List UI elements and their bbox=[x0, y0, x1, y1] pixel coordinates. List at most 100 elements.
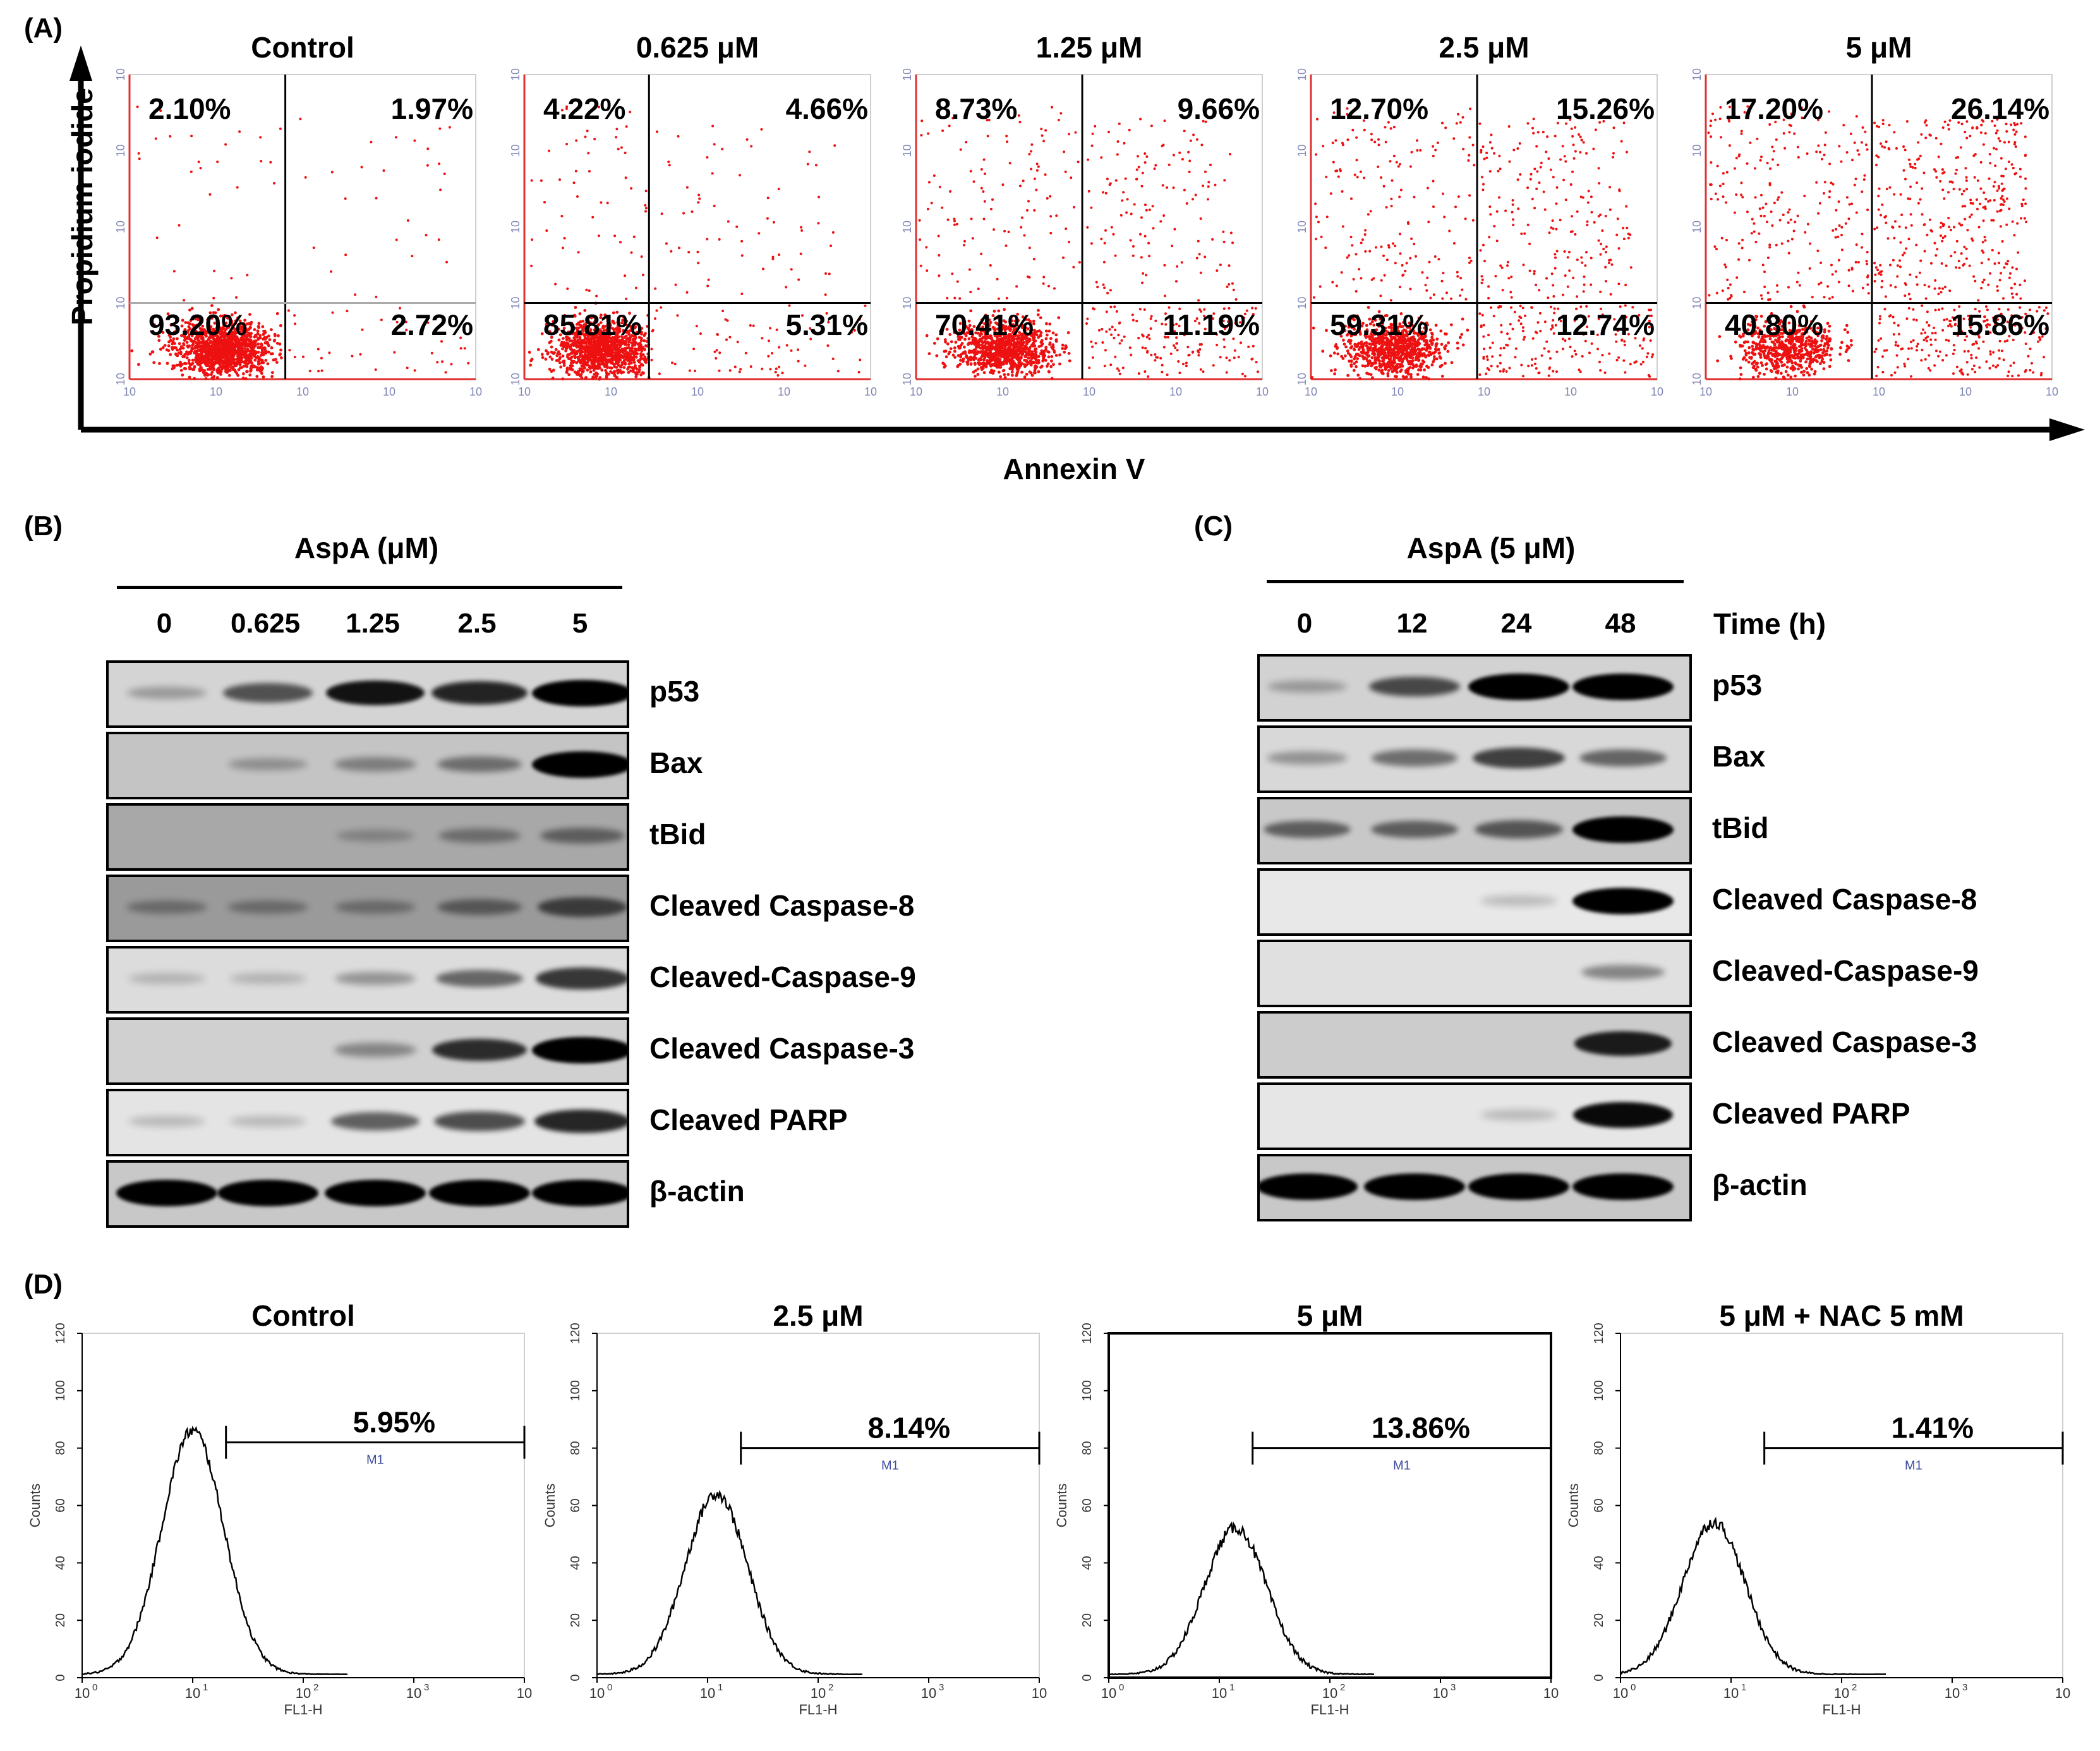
protein-label: p53 bbox=[1712, 668, 1763, 701]
panel-c-letter: (C) bbox=[1194, 511, 1233, 542]
blot-strip bbox=[1257, 1082, 1692, 1150]
histogram-title: 2.5 μM bbox=[773, 1299, 864, 1332]
flow-y-tick: 10 bbox=[114, 296, 127, 309]
flow-plot-title: 0.625 μM bbox=[636, 31, 759, 64]
protein-label: Cleaved-Caspase-9 bbox=[1712, 954, 1979, 987]
quadrant-percent-lr: 5.31% bbox=[786, 308, 868, 341]
histogram-x-tick-exp: 3 bbox=[1451, 1682, 1456, 1693]
histogram-x-tick: 10 bbox=[1101, 1685, 1116, 1701]
lane-label: 12 bbox=[1396, 608, 1428, 639]
flow-x-tick: 10 bbox=[1391, 385, 1404, 398]
blot-strip bbox=[106, 1089, 629, 1156]
histogram-x-tick-exp: 3 bbox=[424, 1682, 429, 1693]
histogram-y-label: Counts bbox=[1566, 1484, 1581, 1528]
protein-band bbox=[532, 1179, 627, 1206]
flow-y-tick: 10 bbox=[1691, 68, 1703, 81]
flow-y-tick: 10 bbox=[1691, 144, 1703, 157]
protein-label: Bax bbox=[1712, 739, 1766, 773]
quadrant-percent-ur: 15.26% bbox=[1556, 92, 1655, 125]
blot-strip bbox=[1257, 797, 1692, 864]
histogram-y-tick: 100 bbox=[569, 1380, 582, 1401]
protein-label: Cleaved Caspase-3 bbox=[1712, 1025, 1977, 1058]
protein-band bbox=[432, 1038, 527, 1062]
protein-band bbox=[1473, 748, 1565, 768]
flow-y-tick: 10 bbox=[114, 144, 127, 157]
flow-y-tick: 10 bbox=[901, 144, 914, 157]
protein-label: Cleaved Caspase-3 bbox=[649, 1031, 915, 1065]
histogram-gate-label: M1 bbox=[1393, 1459, 1411, 1473]
histogram-y-tick: 80 bbox=[1592, 1441, 1606, 1455]
quadrant-percent-ll: 59.31% bbox=[1330, 308, 1428, 341]
flow-plot-title: Control bbox=[251, 31, 354, 64]
histogram-plot: 020406080100120Counts100101102103104FL1-… bbox=[542, 1323, 1047, 1718]
protein-label: Cleaved-Caspase-9 bbox=[649, 960, 916, 993]
quadrant-percent-ur: 9.66% bbox=[1178, 92, 1260, 125]
blot-strip bbox=[106, 732, 629, 799]
protein-band bbox=[436, 969, 523, 988]
histogram-x-tick: 10 bbox=[811, 1685, 826, 1701]
protein-band bbox=[437, 756, 522, 773]
flow-x-tick: 10 bbox=[383, 385, 395, 398]
histogram-y-tick: 0 bbox=[54, 1674, 68, 1681]
histogram-x-tick: 10 bbox=[589, 1685, 605, 1701]
blot-strip bbox=[1257, 940, 1692, 1007]
flow-x-tick: 10 bbox=[1305, 385, 1317, 398]
flow-y-tick: 10 bbox=[1296, 373, 1308, 385]
protein-label: β-actin bbox=[1712, 1168, 1807, 1201]
histogram-x-tick: 10 bbox=[185, 1685, 200, 1701]
lane-label: 5 bbox=[572, 608, 588, 639]
histogram-x-tick-exp: 3 bbox=[1962, 1682, 1967, 1693]
protein-band bbox=[437, 899, 522, 916]
histogram-y-tick: 40 bbox=[1592, 1556, 1606, 1570]
histogram-x-tick-exp: 0 bbox=[607, 1682, 612, 1693]
panel-b-treatment: AspA (μM) bbox=[294, 531, 439, 564]
histogram-curve bbox=[1108, 1521, 1374, 1676]
blot-strip bbox=[106, 1017, 629, 1085]
protein-label: Bax bbox=[649, 746, 703, 779]
quadrant-percent-lr: 15.86% bbox=[1951, 308, 2049, 341]
protein-band bbox=[1267, 680, 1347, 693]
flow-dots bbox=[130, 106, 470, 381]
flow-y-tick: 10 bbox=[1296, 68, 1308, 81]
histogram-plot: 020406080100120Counts100101102103104FL1-… bbox=[1566, 1323, 2070, 1718]
histogram-x-label: FL1-H bbox=[1310, 1702, 1349, 1718]
protein-band bbox=[1260, 1173, 1358, 1200]
protein-band bbox=[540, 827, 625, 844]
protein-band bbox=[334, 757, 416, 772]
histogram-x-tick: 10 bbox=[700, 1685, 715, 1701]
quadrant-percent-ul: 2.10% bbox=[148, 92, 231, 125]
histogram-gate-percent: 5.95% bbox=[353, 1406, 435, 1439]
flow-y-tick: 10 bbox=[1691, 296, 1703, 309]
panel-a-letter: (A) bbox=[24, 13, 63, 44]
protein-label: Cleaved PARP bbox=[649, 1103, 848, 1136]
histogram-x-tick: 10 bbox=[1613, 1685, 1628, 1701]
histogram-x-tick: 10 bbox=[406, 1685, 421, 1701]
flow-y-tick: 10 bbox=[509, 68, 522, 81]
protein-label: p53 bbox=[649, 674, 700, 708]
blot-strip bbox=[1257, 725, 1692, 793]
histogram-plot: 020406080100120Counts100101102103104FL1-… bbox=[27, 1323, 532, 1718]
quadrant-percent-ul: 8.73% bbox=[935, 92, 1017, 125]
panel-a-x-axis-label: Annexin V bbox=[1003, 452, 1145, 485]
histogram-x-tick-exp: 1 bbox=[1229, 1682, 1234, 1693]
histogram-y-tick: 20 bbox=[1592, 1613, 1606, 1627]
flow-x-tick: 10 bbox=[296, 385, 309, 398]
histogram-gate-percent: 8.14% bbox=[868, 1412, 950, 1445]
histogram-y-label: Counts bbox=[1054, 1484, 1070, 1528]
histogram-x-tick: 10 bbox=[921, 1685, 936, 1701]
protein-band bbox=[335, 971, 416, 986]
histogram-x-tick-exp: 2 bbox=[1340, 1682, 1345, 1693]
quadrant-percent-ll: 40.80% bbox=[1725, 308, 1823, 341]
panel-c-treatment: AspA (5 μM) bbox=[1406, 531, 1576, 564]
protein-band bbox=[229, 972, 306, 985]
blot-strip bbox=[106, 875, 629, 942]
flow-x-tick: 10 bbox=[2046, 385, 2058, 398]
quadrant-percent-ur: 26.14% bbox=[1951, 92, 2049, 125]
lane-label: 0 bbox=[1296, 608, 1313, 639]
flow-x-tick: 10 bbox=[469, 385, 482, 398]
flow-x-tick: 10 bbox=[1873, 385, 1885, 398]
protein-band bbox=[1267, 751, 1348, 765]
flow-plot-title: 2.5 μM bbox=[1439, 31, 1530, 64]
histogram-x-tick-exp: 0 bbox=[92, 1682, 97, 1693]
